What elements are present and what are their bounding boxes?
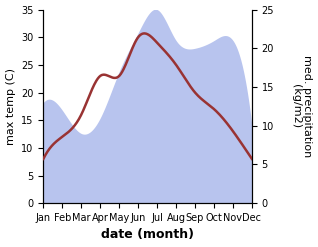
Y-axis label: max temp (C): max temp (C) xyxy=(5,68,16,145)
X-axis label: date (month): date (month) xyxy=(101,228,194,242)
Y-axis label: med. precipitation
(kg/m2): med. precipitation (kg/m2) xyxy=(291,55,313,158)
